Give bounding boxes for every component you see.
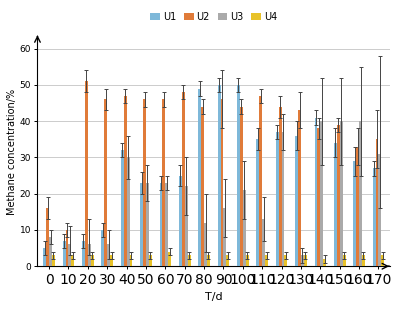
Bar xyxy=(240,107,243,266)
Bar xyxy=(337,125,340,266)
Bar xyxy=(146,183,149,266)
Bar xyxy=(204,223,207,266)
Bar xyxy=(362,255,365,266)
Bar xyxy=(110,255,113,266)
Bar xyxy=(130,255,132,266)
Bar xyxy=(107,244,110,266)
Bar xyxy=(279,107,282,266)
Bar xyxy=(373,168,376,266)
Bar xyxy=(284,255,288,266)
Bar xyxy=(259,96,262,266)
Bar xyxy=(85,81,88,266)
Bar xyxy=(66,230,68,266)
Bar xyxy=(168,252,171,266)
Bar xyxy=(207,255,210,266)
Bar xyxy=(220,99,224,266)
Bar xyxy=(295,136,298,266)
Bar xyxy=(218,85,220,266)
Bar xyxy=(318,129,320,266)
X-axis label: T/d: T/d xyxy=(205,292,222,302)
Bar xyxy=(46,208,49,266)
Bar xyxy=(149,255,152,266)
Bar xyxy=(165,183,168,266)
Bar xyxy=(124,96,126,266)
Bar xyxy=(82,241,85,266)
Bar xyxy=(88,244,91,266)
Bar xyxy=(188,255,190,266)
Bar xyxy=(179,176,182,266)
Bar xyxy=(104,99,107,266)
Bar xyxy=(91,255,94,266)
Bar xyxy=(378,154,381,266)
Bar xyxy=(256,139,259,266)
Bar xyxy=(376,139,378,266)
Bar xyxy=(226,255,229,266)
Legend: U1, U2, U3, U4: U1, U2, U3, U4 xyxy=(146,8,281,26)
Bar xyxy=(323,259,326,266)
Bar xyxy=(198,89,201,266)
Bar xyxy=(353,161,356,266)
Bar xyxy=(304,255,307,266)
Bar xyxy=(201,107,204,266)
Bar xyxy=(334,143,337,266)
Bar xyxy=(162,99,165,266)
Bar xyxy=(224,208,226,266)
Y-axis label: Methane concentration/%: Methane concentration/% xyxy=(7,89,17,215)
Bar xyxy=(282,132,284,266)
Bar xyxy=(301,255,304,266)
Bar xyxy=(143,99,146,266)
Bar xyxy=(246,255,249,266)
Bar xyxy=(262,219,265,266)
Bar xyxy=(68,244,71,266)
Bar xyxy=(265,255,268,266)
Bar xyxy=(121,150,124,266)
Bar xyxy=(237,85,240,266)
Bar xyxy=(49,237,52,266)
Bar xyxy=(243,190,246,266)
Bar xyxy=(276,132,279,266)
Bar xyxy=(43,248,46,266)
Bar xyxy=(126,158,130,266)
Bar xyxy=(314,117,318,266)
Bar xyxy=(160,183,162,266)
Bar xyxy=(340,121,343,266)
Bar xyxy=(298,110,301,266)
Bar xyxy=(63,241,66,266)
Bar xyxy=(182,92,185,266)
Bar xyxy=(185,186,188,266)
Bar xyxy=(359,121,362,266)
Bar xyxy=(381,255,384,266)
Bar xyxy=(52,255,55,266)
Bar xyxy=(102,230,104,266)
Bar xyxy=(356,146,359,266)
Bar xyxy=(320,121,323,266)
Bar xyxy=(343,255,346,266)
Bar xyxy=(140,183,143,266)
Bar xyxy=(71,255,74,266)
